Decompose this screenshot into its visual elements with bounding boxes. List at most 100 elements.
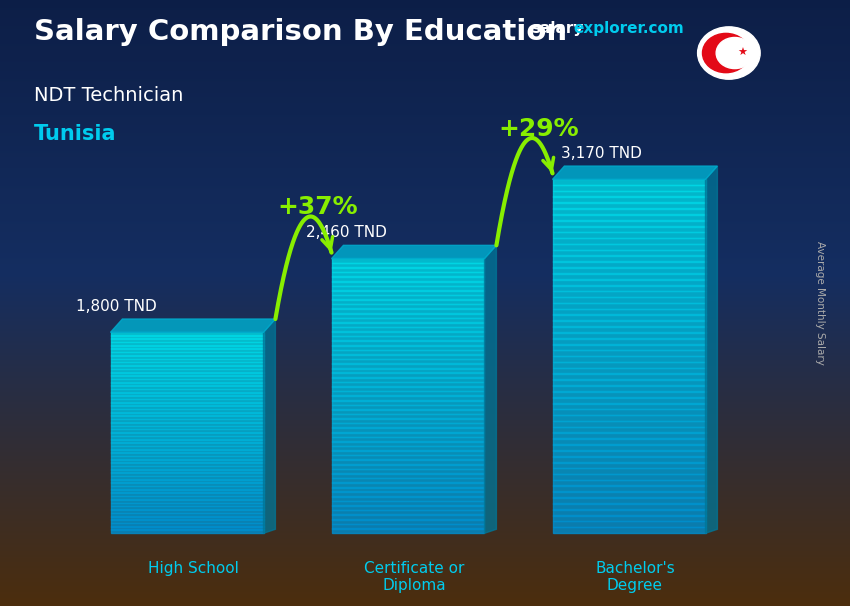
Bar: [552, 367, 706, 374]
Bar: [552, 409, 706, 415]
Bar: [332, 519, 484, 524]
Bar: [332, 496, 484, 501]
Bar: [110, 345, 264, 349]
Bar: [332, 405, 484, 410]
Bar: [110, 506, 264, 510]
Bar: [332, 299, 484, 304]
Bar: [332, 487, 484, 492]
Text: NDT Technician: NDT Technician: [34, 86, 184, 105]
Bar: [110, 459, 264, 463]
Bar: [552, 185, 706, 191]
Bar: [552, 232, 706, 238]
Bar: [110, 331, 264, 336]
Text: 1,800 TND: 1,800 TND: [76, 299, 157, 314]
Bar: [110, 456, 264, 459]
Bar: [552, 444, 706, 451]
Text: Tunisia: Tunisia: [34, 124, 116, 144]
Bar: [332, 514, 484, 519]
Bar: [332, 276, 484, 282]
Bar: [332, 373, 484, 378]
Bar: [332, 455, 484, 460]
Text: ★: ★: [738, 48, 747, 58]
Bar: [332, 501, 484, 506]
Bar: [110, 385, 264, 389]
Bar: [332, 418, 484, 424]
Bar: [552, 485, 706, 492]
Bar: [332, 354, 484, 359]
Bar: [110, 416, 264, 419]
Text: Bachelor's
Degree: Bachelor's Degree: [595, 561, 675, 593]
Bar: [110, 473, 264, 476]
Bar: [552, 285, 706, 291]
Bar: [110, 522, 264, 527]
Bar: [552, 338, 706, 345]
Bar: [552, 521, 706, 527]
Bar: [110, 486, 264, 490]
Text: +37%: +37%: [277, 195, 358, 219]
Bar: [552, 391, 706, 398]
Bar: [332, 322, 484, 327]
Bar: [110, 402, 264, 406]
Bar: [552, 474, 706, 480]
Bar: [332, 331, 484, 336]
Bar: [332, 459, 484, 465]
Bar: [552, 191, 706, 197]
Bar: [332, 432, 484, 437]
Bar: [110, 496, 264, 500]
Bar: [332, 267, 484, 273]
Bar: [332, 400, 484, 405]
Bar: [110, 445, 264, 450]
Text: Average Monthly Salary: Average Monthly Salary: [815, 241, 825, 365]
Bar: [552, 527, 706, 533]
Bar: [332, 446, 484, 451]
Bar: [110, 412, 264, 416]
Polygon shape: [484, 245, 496, 533]
Bar: [110, 425, 264, 430]
Bar: [552, 509, 706, 516]
Bar: [110, 365, 264, 369]
Bar: [110, 513, 264, 516]
Bar: [110, 476, 264, 480]
Text: High School: High School: [148, 561, 238, 576]
Bar: [110, 526, 264, 530]
Bar: [110, 338, 264, 342]
Bar: [332, 359, 484, 364]
Bar: [110, 395, 264, 399]
Bar: [332, 395, 484, 401]
Bar: [110, 409, 264, 413]
Bar: [552, 308, 706, 315]
Bar: [552, 397, 706, 404]
Bar: [552, 479, 706, 486]
Polygon shape: [332, 245, 496, 259]
Bar: [332, 505, 484, 510]
Bar: [552, 385, 706, 391]
Bar: [332, 482, 484, 487]
Bar: [332, 262, 484, 268]
Bar: [552, 433, 706, 439]
Bar: [110, 479, 264, 483]
Bar: [110, 432, 264, 436]
Bar: [110, 422, 264, 426]
Text: 2,460 TND: 2,460 TND: [306, 225, 387, 241]
Bar: [110, 405, 264, 410]
Bar: [552, 261, 706, 268]
Bar: [110, 372, 264, 376]
Bar: [332, 377, 484, 382]
Bar: [552, 344, 706, 350]
Bar: [552, 498, 706, 504]
Bar: [332, 441, 484, 446]
Bar: [332, 382, 484, 387]
Bar: [552, 250, 706, 256]
Bar: [332, 281, 484, 286]
Bar: [332, 341, 484, 345]
Bar: [552, 326, 706, 333]
Bar: [110, 348, 264, 353]
Bar: [110, 499, 264, 503]
Text: Salary Comparison By Education: Salary Comparison By Education: [34, 18, 567, 46]
Bar: [552, 362, 706, 368]
Text: explorer.com: explorer.com: [574, 21, 684, 36]
Bar: [332, 427, 484, 433]
Bar: [552, 302, 706, 309]
Bar: [332, 313, 484, 318]
Bar: [110, 392, 264, 396]
